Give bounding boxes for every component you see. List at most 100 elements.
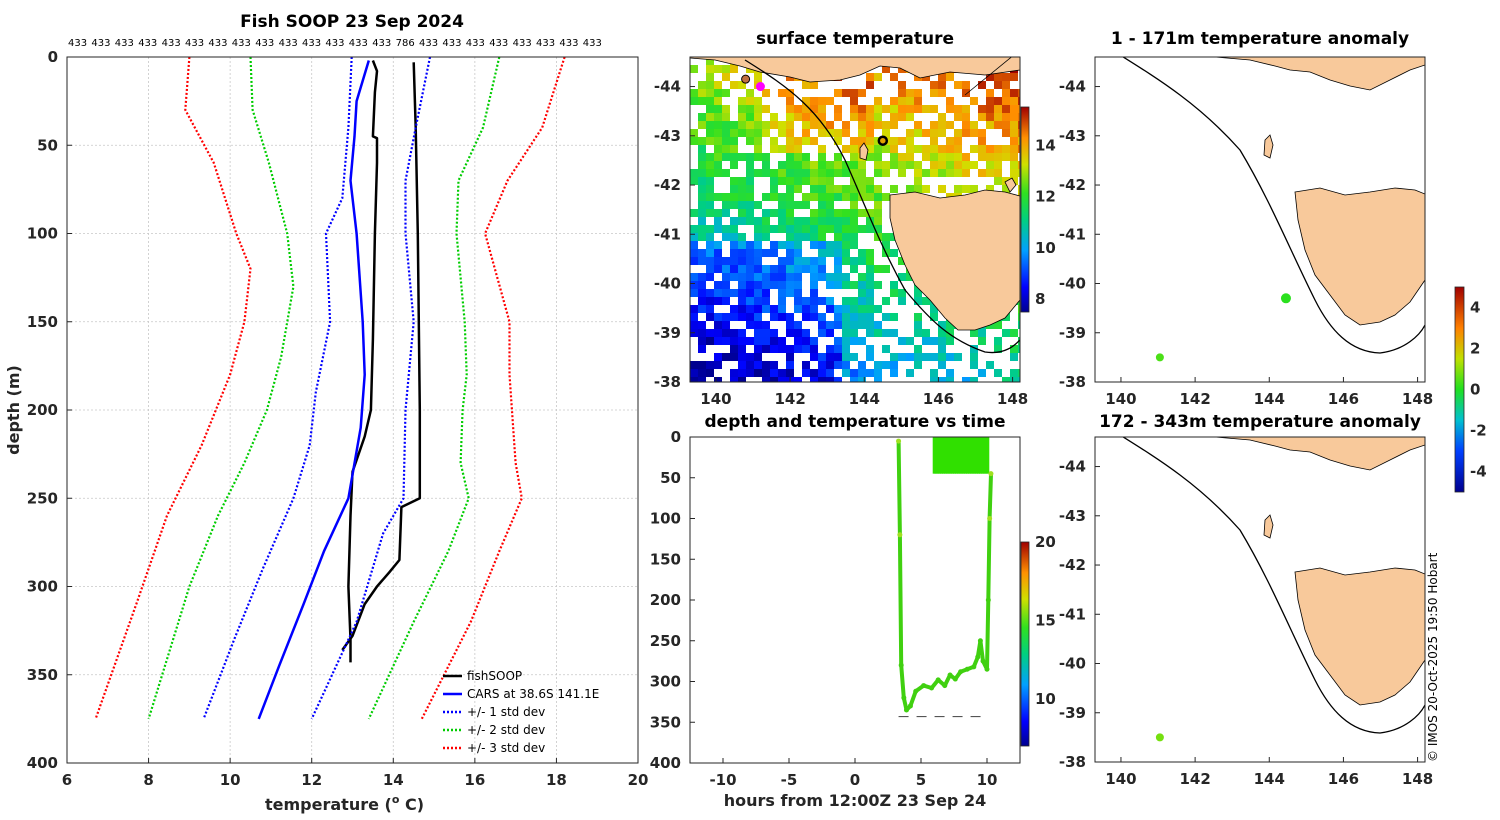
sst-cell [962, 169, 970, 177]
sst-cell [810, 121, 818, 129]
sst-cell [890, 369, 898, 377]
sst-cell [810, 289, 818, 297]
sst-cell [818, 153, 826, 161]
sst-cell [794, 289, 802, 297]
sst-cell [786, 217, 794, 225]
sst-cell [770, 377, 778, 382]
sst-cell [818, 321, 826, 329]
time-point [971, 664, 977, 670]
sst-cell [730, 217, 738, 225]
sst-cell [1010, 137, 1018, 145]
sst-cell [954, 137, 962, 145]
sst-cell [762, 121, 770, 129]
sst-cell [698, 89, 706, 97]
sst-cell [714, 121, 722, 129]
sst-cell [730, 81, 738, 89]
sst-cell [898, 169, 906, 177]
sst-cell [962, 89, 970, 97]
sst-cell [834, 241, 842, 249]
sst-cell [802, 201, 810, 209]
sst-cell [762, 105, 770, 113]
sst-cell [906, 97, 914, 105]
sst-cell [722, 257, 730, 265]
sst-cell [706, 313, 714, 321]
sst-cell [778, 217, 786, 225]
count-label: 433 [115, 38, 134, 49]
sst-cell [1010, 73, 1018, 81]
sst-cell [834, 345, 842, 353]
sst-cell [762, 273, 770, 281]
sst-cell [810, 345, 818, 353]
sst-cell [738, 369, 746, 377]
sst-cell [810, 225, 818, 233]
sst-cell [770, 273, 778, 281]
sst-cell [698, 177, 706, 185]
sst-cell [826, 345, 834, 353]
sst-cell [714, 353, 722, 361]
sst-cell [706, 73, 714, 81]
sst-cell [858, 273, 866, 281]
sst-cell [818, 297, 826, 305]
sst-cell [698, 361, 706, 369]
sst-cell [962, 377, 970, 382]
sst-cell [786, 361, 794, 369]
sst-cell [754, 313, 762, 321]
sst-cell [722, 273, 730, 281]
sst-cell [754, 73, 762, 81]
sst-cell [962, 129, 970, 137]
sst-cell [858, 377, 866, 382]
sst-cell [738, 297, 746, 305]
sst-cell [858, 129, 866, 137]
sst-cell [954, 81, 962, 89]
sst-cell [922, 169, 930, 177]
profile-title: Fish SOOP 23 Sep 2024 [240, 12, 464, 32]
sst-cell [874, 369, 882, 377]
sst-cell [818, 241, 826, 249]
sst-cell [754, 289, 762, 297]
sst-cell [722, 281, 730, 289]
sst-cell [826, 161, 834, 169]
sst-cell [818, 329, 826, 337]
time-colorbar-tick: 20 [1035, 533, 1056, 551]
sst-cell [994, 369, 1002, 377]
sst-cell [850, 89, 858, 97]
sst-cell [914, 145, 922, 153]
sst-cell [706, 337, 714, 345]
sst-cell [698, 113, 706, 121]
sst-cell [754, 241, 762, 249]
sst-cell [874, 305, 882, 313]
sst-cell [754, 369, 762, 377]
sst-cell [770, 249, 778, 257]
sst-cell [762, 329, 770, 337]
sst-cell [858, 89, 866, 97]
sst-cell [770, 265, 778, 273]
sst-cell [1002, 105, 1010, 113]
sst-cell [1002, 145, 1010, 153]
sst-cell [994, 97, 1002, 105]
sst-cell [874, 73, 882, 81]
sst-cell [770, 145, 778, 153]
sst-cell [810, 137, 818, 145]
sst-cell [810, 377, 818, 382]
sst-cell [842, 345, 850, 353]
sst-cell [882, 265, 890, 273]
sst-cell [858, 225, 866, 233]
sst-cell [714, 145, 722, 153]
time-point [980, 658, 986, 664]
sst-cell [930, 337, 938, 345]
sst-cell [978, 153, 986, 161]
sst-cell [858, 337, 866, 345]
sst-cell [738, 265, 746, 273]
sst-cell [802, 97, 810, 105]
x-tick-label: 148 [997, 390, 1028, 408]
sst-cell [810, 305, 818, 313]
sst-cell [706, 305, 714, 313]
sst-cell [794, 177, 802, 185]
sst-cell [802, 369, 810, 377]
sst-cell [898, 161, 906, 169]
sst-cell [834, 161, 842, 169]
sst-cell [794, 217, 802, 225]
anomaly-colorbar-ticks: -4 -2 0 2 4 [1470, 299, 1487, 481]
sst-cell [1002, 81, 1010, 89]
sst-cell [746, 169, 754, 177]
